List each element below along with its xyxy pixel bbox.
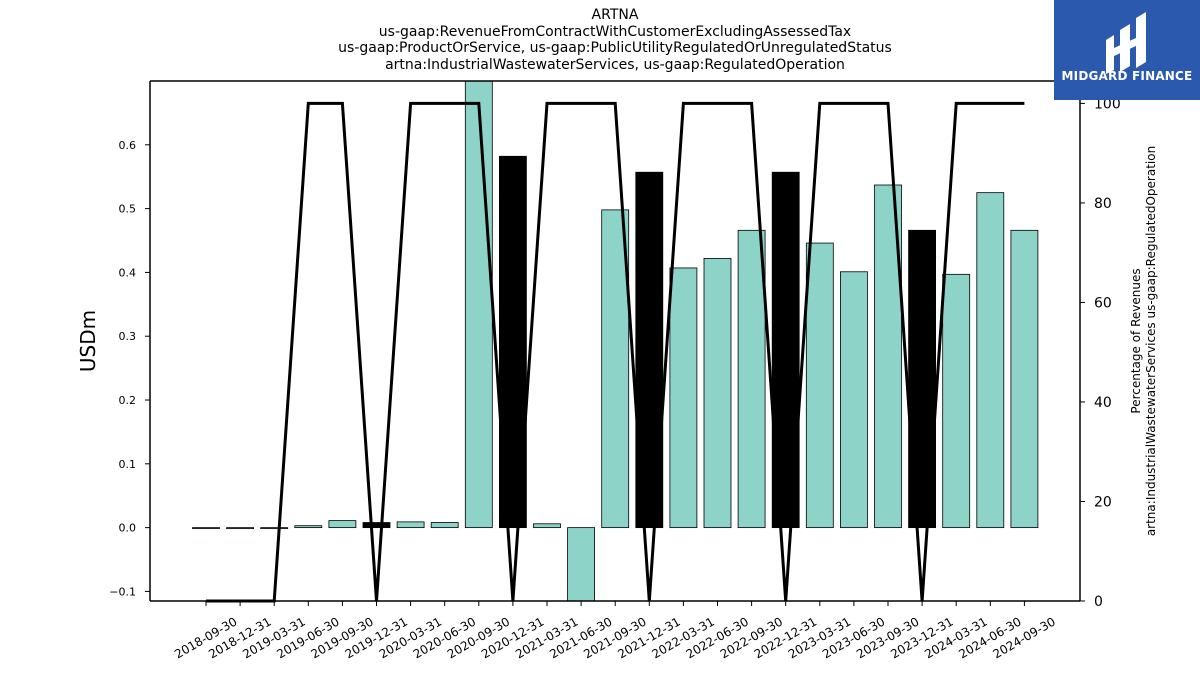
bar bbox=[567, 527, 595, 601]
bar bbox=[464, 81, 493, 529]
y-axis-label-right-line-2: artna:IndustrialWastewaterServices us-ga… bbox=[1144, 145, 1158, 537]
y-tick-label: 0.5 bbox=[119, 203, 137, 216]
title-line-1: ARTNA bbox=[591, 7, 639, 23]
bar bbox=[226, 527, 255, 530]
midgard-finance-logo: MIDGARD FINANCE bbox=[1054, 0, 1200, 100]
bar bbox=[533, 523, 561, 529]
bar bbox=[601, 209, 630, 529]
y-tick-label: 0.3 bbox=[119, 330, 137, 343]
y-right-tick-label: 100 bbox=[1094, 96, 1121, 112]
y-right-tick-label: 80 bbox=[1094, 196, 1112, 212]
y-right-tick-label: 60 bbox=[1094, 295, 1112, 311]
bar bbox=[669, 267, 698, 529]
title-line-3: us-gaap:ProductOrService, us-gaap:Public… bbox=[338, 40, 892, 56]
bar bbox=[1010, 229, 1039, 529]
bar bbox=[396, 521, 425, 529]
bar bbox=[805, 242, 834, 529]
bar bbox=[703, 257, 732, 529]
y-tick-label: 0.6 bbox=[119, 139, 137, 152]
y-tick-label: 0.2 bbox=[119, 394, 137, 407]
y-right-tick-label: 40 bbox=[1094, 395, 1112, 411]
bar bbox=[260, 527, 289, 530]
title-line-4: artna:IndustrialWastewaterServices, us-g… bbox=[385, 57, 845, 73]
bar bbox=[976, 192, 1005, 529]
y-tick-label: 0.4 bbox=[119, 266, 137, 279]
y-axis-label-right: Percentage of Revenues artna:IndustrialW… bbox=[1129, 146, 1159, 536]
y-right-tick-label: 0 bbox=[1094, 594, 1103, 610]
logo-text: MIDGARD FINANCE bbox=[1061, 69, 1193, 83]
y-axis-label: USDm bbox=[76, 309, 100, 373]
y-tick-label: 0.1 bbox=[119, 458, 137, 471]
y-tick-label: 0.0 bbox=[119, 522, 137, 535]
bar bbox=[328, 520, 357, 529]
y-axis-label-right-line-1: Percentage of Revenues bbox=[1129, 268, 1143, 414]
logo-mark-icon bbox=[1106, 12, 1146, 74]
bar bbox=[430, 522, 459, 529]
bar bbox=[737, 229, 766, 529]
y-right-tick-label: 20 bbox=[1094, 494, 1112, 510]
bar bbox=[192, 527, 220, 530]
bar bbox=[942, 273, 971, 529]
y-tick-label: −0.1 bbox=[109, 585, 136, 598]
bar bbox=[294, 525, 323, 529]
bar bbox=[362, 522, 391, 529]
bar bbox=[840, 271, 868, 529]
title-line-2: us-gaap:RevenueFromContractWithCustomerE… bbox=[378, 24, 852, 40]
line-series bbox=[206, 101, 1025, 603]
